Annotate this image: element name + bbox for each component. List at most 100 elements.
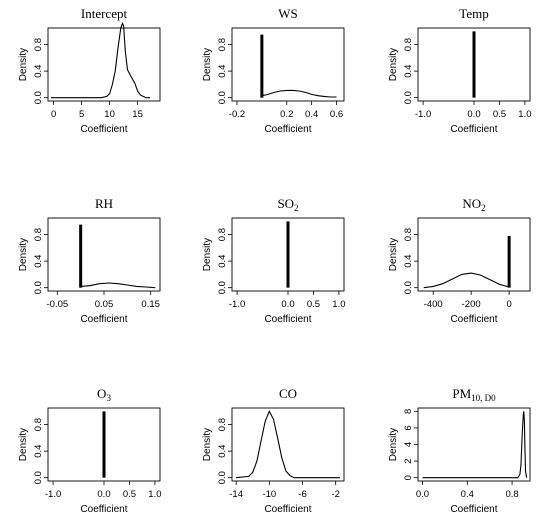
panel-title-subscript: 10, D0 <box>471 393 496 403</box>
x-tick-label: 0 <box>51 109 56 120</box>
y-tick-label: 0.0 <box>217 281 228 294</box>
x-tick-label: 0.0 <box>416 489 429 500</box>
x-tick-label: 0.0 <box>467 109 480 120</box>
x-tick-label: -1.0 <box>229 299 245 310</box>
y-axis-label: Density <box>202 238 213 271</box>
y-tick-label: 0.8 <box>403 38 414 51</box>
panel-title-text: PM <box>452 386 471 401</box>
panel-title: RH <box>95 196 113 211</box>
x-tick-label: -400 <box>424 299 443 310</box>
density-curve <box>80 282 156 289</box>
density-curve <box>50 21 150 99</box>
y-axis-label: Density <box>388 428 399 461</box>
y-tick-label: 0.0 <box>403 91 414 104</box>
panel-title-text: RH <box>95 196 113 211</box>
y-tick-label: 0.8 <box>33 38 44 51</box>
y-tick-label: 0.8 <box>217 228 228 241</box>
x-tick-label: 15 <box>132 109 143 120</box>
y-tick-label: 0.0 <box>217 471 228 484</box>
density-panel: O30.00.40.8-1.0 0.0 0.5 1.0CoefficientDensi… <box>18 386 162 515</box>
y-tick-label: 0.8 <box>217 418 228 431</box>
x-axis-label: Coefficient <box>80 504 127 515</box>
x-tick-label: 0.5 <box>123 489 136 500</box>
x-tick-label: 0.4 <box>305 109 318 120</box>
panel-title: NO2 <box>462 196 485 213</box>
y-axis-label: Density <box>202 428 213 461</box>
y-tick-label: 0.4 <box>217 65 228 78</box>
density-panel: RH 0.0 0.4 0.8 -0.05 0.05 0.15 Coefficient Densi… <box>18 196 161 325</box>
y-tick-label: 0.4 <box>217 445 228 458</box>
x-axis-label: Coefficient <box>80 314 127 325</box>
x-axis-label: Coefficient <box>264 314 311 325</box>
panel-title: PM10, D0 <box>452 386 496 403</box>
x-tick-label: 0.15 <box>141 299 160 310</box>
panel-title-subscript: 2 <box>294 203 299 213</box>
y-tick-label: 0.8 <box>33 228 44 241</box>
x-tick-label: 1.0 <box>332 299 345 310</box>
x-tick-label: 0.4 <box>461 489 474 500</box>
x-tick-label: 10 <box>104 109 115 120</box>
panel-title-text: Intercept <box>81 6 128 21</box>
density-panel: NO2 0.0 0.4 0.8 -400 -200 0 Coefficient Density <box>388 196 531 325</box>
panel-title-text: CO <box>279 386 297 401</box>
panel-title-subscript: 2 <box>481 203 486 213</box>
y-axis-label: Density <box>388 238 399 271</box>
x-tick-label: -0.2 <box>229 109 245 120</box>
panel-title: SO2 <box>277 196 298 213</box>
y-tick-label: 0.4 <box>33 445 44 458</box>
y-tick-label: 0.4 <box>33 255 44 268</box>
plot-frame <box>47 217 161 292</box>
x-axis-label: Coefficient <box>450 124 497 135</box>
x-tick-label: 5 <box>79 109 84 120</box>
x-tick-label: -1.0 <box>415 109 431 120</box>
panel-title-text: SO <box>277 196 294 211</box>
y-tick-label: 0.8 <box>217 38 228 51</box>
y-tick-label: 0 <box>403 475 414 480</box>
y-tick-label: 0.0 <box>33 281 44 294</box>
panel-title: CO <box>279 386 297 401</box>
density-panel: CO 0.0 0.4 0.8 -14 -10 -6 -2 Coefficient Density <box>202 386 345 515</box>
x-tick-label: -200 <box>462 299 481 310</box>
panel-title-text: O <box>97 386 106 401</box>
x-tick-label: 1.0 <box>518 109 531 120</box>
panel-title: O3 <box>97 386 111 403</box>
x-tick-label: -14 <box>229 489 243 500</box>
x-tick-label: 0.05 <box>95 299 114 310</box>
x-tick-label: 0 <box>506 299 511 310</box>
y-tick-label: 0.0 <box>217 91 228 104</box>
x-tick-label: -10 <box>262 489 276 500</box>
plot-frame <box>417 217 531 292</box>
panel-title-text: Temp <box>459 6 488 21</box>
x-tick-label: 1.0 <box>148 489 161 500</box>
x-tick-label: 0.0 <box>281 299 294 310</box>
panel-title-text: WS <box>278 6 298 21</box>
x-axis-label: Coefficient <box>264 504 311 515</box>
density-panel: PM10, D0 0 2 4 6 8 0.0 0.4 0.8 Coefficient Density <box>388 386 531 515</box>
y-tick-label: 0.8 <box>33 418 44 431</box>
density-curve <box>261 89 337 98</box>
y-tick-label: 0.4 <box>217 255 228 268</box>
x-tick-label: -2 <box>331 489 339 500</box>
y-tick-label: 0.4 <box>403 255 414 268</box>
x-axis-label: Coefficient <box>80 124 127 135</box>
x-tick-label: 0.5 <box>493 109 506 120</box>
y-axis-label: Density <box>388 48 399 81</box>
density-panel: WS 0.0 0.4 0.8 -0.2 0.2 0.4 0.6 Coefficient Densi… <box>202 6 345 135</box>
x-tick-label: 0.2 <box>280 109 293 120</box>
panel-title-text: NO <box>462 196 481 211</box>
y-tick-label: 0.8 <box>403 228 414 241</box>
x-axis-label: Coefficient <box>450 504 497 515</box>
x-tick-label: 0.6 <box>330 109 343 120</box>
y-axis-label: Density <box>18 238 29 271</box>
y-tick-label: 0.0 <box>403 281 414 294</box>
x-axis-label: Coefficient <box>450 314 497 325</box>
panel-title: Intercept <box>81 6 128 21</box>
plot-frame <box>47 27 161 102</box>
x-tick-label: -6 <box>298 489 306 500</box>
y-tick-label: 0.4 <box>33 65 44 78</box>
density-curve <box>422 411 528 479</box>
plot-frame <box>231 27 345 102</box>
y-axis-label: Density <box>18 428 29 461</box>
